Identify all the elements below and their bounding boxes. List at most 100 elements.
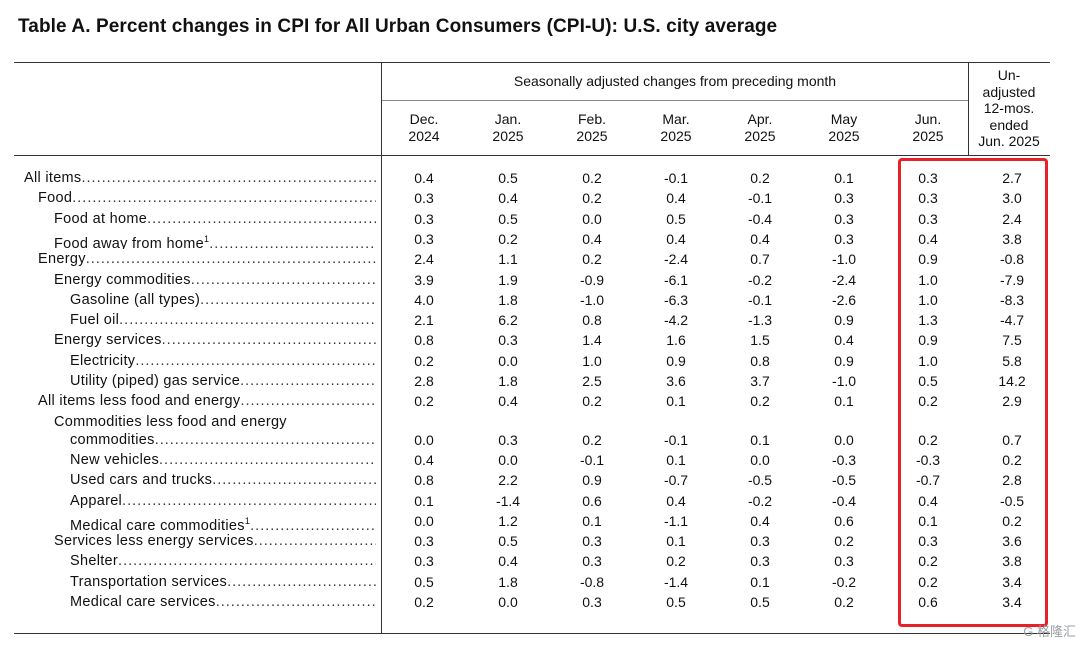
month-header: Mar. 2025 — [634, 111, 718, 145]
leader-dots: ........................................… — [190, 271, 376, 288]
table-cell: 0.7 — [1002, 431, 1022, 448]
table-cell: -8.3 — [999, 291, 1025, 308]
table-cell: -0.7 — [915, 472, 941, 489]
leader-dots: ........................................… — [200, 291, 376, 308]
table-cell: 2.8 — [1002, 472, 1022, 489]
table-cell: 0.4 — [582, 230, 602, 247]
table-cell: 0.2 — [582, 190, 602, 207]
table-cell: -0.1 — [663, 170, 689, 186]
month-header-year: 2025 — [492, 128, 524, 144]
table-cell: 0.0 — [498, 352, 518, 369]
table-cell: 0.5 — [498, 170, 518, 186]
table-cell: 0.3 — [750, 553, 770, 570]
table-cell: 0.4 — [498, 190, 518, 207]
table-cell: 2.4 — [414, 251, 434, 268]
table-cell: 3.6 — [1002, 533, 1022, 550]
table-cell: 1.9 — [498, 271, 518, 288]
table-cell: -4.2 — [663, 312, 689, 329]
table-cell: 0.2 — [834, 594, 854, 610]
month-header-year: 2024 — [408, 128, 440, 144]
table-cell: 0.3 — [834, 230, 854, 247]
table-cell: -2.6 — [831, 291, 857, 308]
leader-dots: ........................................… — [85, 251, 376, 268]
table-cell: -0.2 — [747, 492, 773, 509]
footnote-marker: 1 — [244, 515, 251, 526]
table-cell: 1.8 — [498, 573, 518, 590]
bottom-rule — [14, 633, 1050, 634]
table-cell: 1.0 — [918, 352, 938, 369]
table-cell: 0.5 — [498, 210, 518, 227]
table-cell: 0.1 — [750, 431, 770, 448]
row-label-text: Food — [38, 190, 73, 207]
table-cell: 0.2 — [582, 393, 602, 410]
table-cell: 0.3 — [498, 431, 518, 448]
table-cell: -1.3 — [747, 312, 773, 329]
table-cell: 0.3 — [834, 210, 854, 227]
june-highlight-box — [898, 158, 1048, 627]
row-label-text: Gasoline (all types) — [70, 291, 201, 308]
unadjusted-column-divider — [968, 62, 969, 156]
table-cell: 0.4 — [666, 190, 686, 207]
table-cell: 0.0 — [414, 431, 434, 448]
table-cell: 0.2 — [582, 170, 602, 186]
month-header-year: 2025 — [912, 128, 944, 144]
leader-dots: ........................................… — [154, 431, 376, 448]
table-cell: 0.5 — [750, 594, 770, 610]
table-cell: 0.9 — [666, 352, 686, 369]
table-cell: 0.3 — [498, 332, 518, 349]
row-label: Electricity.............................… — [70, 351, 376, 371]
row-label: Medical care services...................… — [70, 592, 376, 612]
table-cell: 3.6 — [666, 373, 686, 389]
row-label-text: Energy commodities — [54, 271, 191, 288]
table-cell: -1.4 — [495, 492, 521, 509]
table-cell: 0.3 — [414, 210, 434, 227]
table-cell: -0.8 — [999, 251, 1025, 268]
table-cell: 1.1 — [498, 251, 518, 268]
table-cell: 0.3 — [918, 210, 938, 227]
row-label-text: Commodities less food and energy — [54, 413, 287, 430]
table-cell: 0.9 — [582, 472, 602, 489]
table-cell: -0.2 — [747, 271, 773, 288]
table-cell: 0.3 — [750, 533, 770, 550]
table-cell: 0.0 — [414, 512, 434, 529]
leader-dots: ........................................… — [81, 170, 377, 186]
month-header: Jan. 2025 — [466, 111, 550, 145]
table-cell: 0.8 — [414, 332, 434, 349]
table-cell: 0.0 — [498, 451, 518, 468]
table-cell: 0.9 — [918, 251, 938, 268]
table-cell: 1.5 — [750, 332, 770, 349]
table-cell: -0.5 — [831, 472, 857, 489]
table-cell: 2.1 — [414, 312, 434, 329]
top-rule — [14, 62, 1050, 63]
table-cell: 0.4 — [414, 170, 434, 186]
table-cell: 0.9 — [834, 312, 854, 329]
row-label: Food....................................… — [38, 188, 376, 208]
table-cell: -2.4 — [831, 271, 857, 288]
header-bottom-rule — [14, 155, 1050, 156]
table-cell: 0.3 — [582, 553, 602, 570]
table-cell: 0.2 — [582, 251, 602, 268]
table-cell: 0.5 — [918, 373, 938, 389]
month-header-month: May — [830, 111, 858, 127]
table-cell: 0.3 — [414, 190, 434, 207]
table-cell: -0.8 — [579, 573, 605, 590]
leader-dots: ........................................… — [119, 312, 376, 329]
row-label-text: Fuel oil — [70, 312, 120, 329]
watermark: G 格隆汇 — [1023, 624, 1076, 639]
row-label-text: All items — [24, 170, 82, 186]
table-cell: 0.1 — [834, 170, 854, 186]
row-label: Services less energy services...........… — [54, 531, 376, 551]
table-cell: 0.8 — [582, 312, 602, 329]
table-cell: -0.1 — [747, 190, 773, 207]
leader-dots: ........................................… — [161, 332, 376, 349]
leader-dots: ........................................… — [135, 352, 376, 369]
table-cell: 4.0 — [414, 291, 434, 308]
table-cell: 1.2 — [498, 512, 518, 529]
row-label-text: Apparel — [70, 492, 123, 509]
row-label: Transportation services.................… — [70, 572, 376, 592]
table-cell: 1.3 — [918, 312, 938, 329]
table-cell: 0.4 — [834, 332, 854, 349]
leader-dots: ........................................… — [72, 190, 376, 207]
table-cell: 0.1 — [666, 533, 686, 550]
table-cell: 0.2 — [918, 573, 938, 590]
